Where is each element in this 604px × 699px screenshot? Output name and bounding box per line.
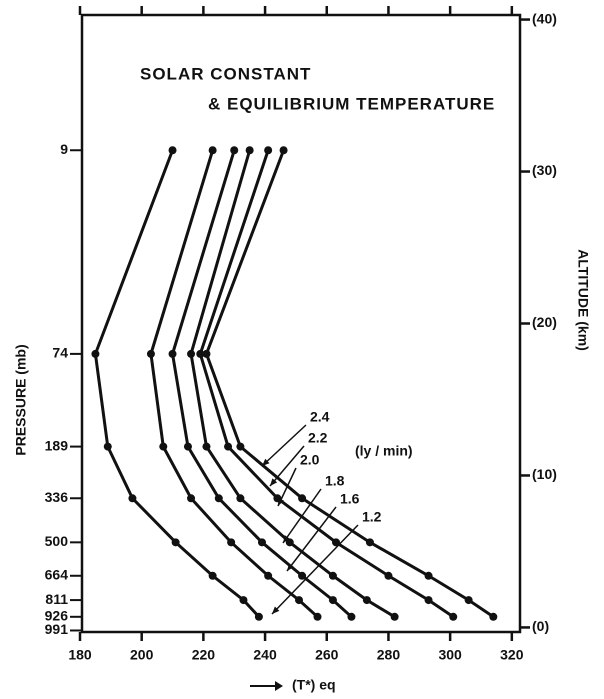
chart-subtitle: & EQUILIBRIUM TEMPERATURE [208, 94, 495, 113]
point [187, 349, 196, 358]
point [208, 571, 217, 580]
point [328, 571, 337, 580]
point [202, 349, 211, 358]
y2-tick-label: (30) [532, 162, 557, 178]
series-arrowhead [262, 458, 270, 466]
point [295, 596, 303, 605]
curve [198, 149, 455, 619]
x-label-arrowhead [275, 681, 283, 691]
point [424, 596, 433, 605]
x-tick-label: 200 [130, 647, 154, 663]
series-arrow [269, 445, 305, 487]
point [254, 612, 263, 621]
point [298, 494, 307, 503]
y-tick-label: 74 [52, 345, 68, 361]
x-tick-label: 260 [315, 647, 339, 663]
point [103, 442, 112, 451]
units-label: (ly / min) [355, 443, 413, 459]
curve [189, 149, 396, 619]
point [202, 442, 211, 451]
point [236, 442, 245, 451]
point [313, 612, 322, 621]
y2-tick-label: (20) [532, 314, 557, 330]
curve [149, 149, 319, 618]
point [183, 442, 192, 451]
point [489, 612, 498, 621]
point [208, 146, 217, 155]
point [245, 146, 254, 155]
x-tick-label: 300 [438, 647, 462, 663]
series-label: 2.0 [300, 452, 320, 468]
chart-title: SOLAR CONSTANT [140, 64, 311, 83]
x-tick-label: 240 [253, 647, 277, 663]
point [146, 349, 155, 358]
series-arrowhead [272, 606, 280, 614]
point [239, 596, 248, 605]
y-tick-label: 9 [60, 141, 68, 157]
point [264, 571, 273, 580]
series-label: 1.2 [362, 509, 382, 525]
y-tick-label: 991 [45, 621, 69, 637]
series-arrow [286, 506, 337, 572]
point [384, 571, 393, 580]
point [91, 349, 100, 358]
point [328, 596, 337, 605]
point [168, 349, 177, 358]
point [230, 146, 239, 155]
point [285, 538, 294, 547]
point [464, 596, 473, 605]
point [279, 146, 288, 155]
point [273, 494, 282, 503]
point [424, 571, 433, 580]
point [128, 494, 137, 503]
curve [170, 149, 353, 618]
series-label: 1.6 [340, 491, 360, 507]
series-arrowhead [270, 478, 278, 486]
point [390, 612, 399, 621]
series-label: 2.2 [308, 430, 328, 446]
x-tick-label: 220 [192, 647, 216, 663]
y-tick-label: 500 [45, 533, 69, 549]
y-axis-label: PRESSURE (mb) [13, 344, 29, 455]
point [257, 538, 266, 547]
y2-tick-label: (40) [532, 10, 557, 26]
series-label: 1.8 [325, 473, 345, 489]
y2-tick-label: (10) [532, 466, 557, 482]
point [224, 442, 233, 451]
point [168, 146, 177, 155]
point [264, 146, 273, 155]
point [196, 349, 205, 358]
point [332, 538, 341, 547]
point [449, 612, 458, 621]
point [227, 538, 236, 547]
point [365, 538, 374, 547]
point [236, 494, 245, 503]
y-tick-label: 336 [45, 489, 69, 505]
point [171, 538, 180, 547]
y-tick-label: 189 [45, 437, 69, 453]
point [362, 596, 371, 605]
x-axis-label: (T*) eq [292, 677, 336, 693]
point [298, 571, 307, 580]
x-tick-label: 280 [377, 647, 401, 663]
series-label: 2.4 [310, 409, 330, 425]
series-arrow [271, 524, 359, 615]
point [159, 442, 168, 451]
point [214, 494, 223, 503]
x-tick-label: 180 [68, 647, 92, 663]
point [187, 494, 196, 503]
curve [93, 149, 261, 618]
y2-tick-label: (0) [532, 618, 549, 634]
y-tick-label: 926 [45, 608, 69, 624]
series-arrow [261, 424, 307, 467]
x-tick-label: 320 [500, 647, 524, 663]
point [347, 612, 356, 621]
y-tick-label: 811 [45, 591, 68, 607]
y2-axis-label: ALTITUDE (km) [575, 249, 591, 351]
curve [204, 149, 495, 619]
y-tick-label: 664 [45, 566, 69, 582]
